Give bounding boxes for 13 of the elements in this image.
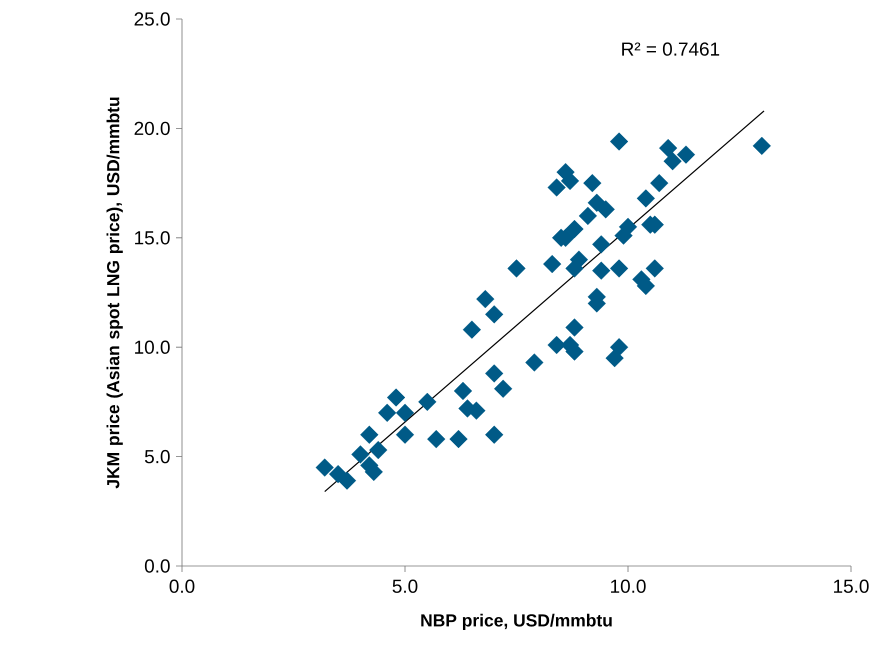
y-axis-title: JKM price (Asian spot LNG price), USD/mmbtu: [106, 98, 123, 488]
y-tick-label: 10.0: [135, 340, 170, 354]
x-tick-label: 15.0: [834, 580, 869, 593]
y-tick-label: 15.0: [135, 231, 170, 244]
y-tick-label: 0.0: [144, 559, 170, 573]
y-tick-label: 5.0: [144, 450, 170, 464]
y-tick-label: 25.0: [134, 12, 170, 26]
x-axis-title: NBP price, USD/mmbtu: [421, 614, 612, 630]
x-tick-label: 5.0: [392, 580, 418, 593]
x-tick-label: 0.0: [170, 580, 194, 593]
annotation: R² = 0.7461: [622, 42, 720, 56]
y-tick-label: 20.0: [134, 122, 170, 136]
x-tick-label: 10.0: [611, 580, 646, 593]
